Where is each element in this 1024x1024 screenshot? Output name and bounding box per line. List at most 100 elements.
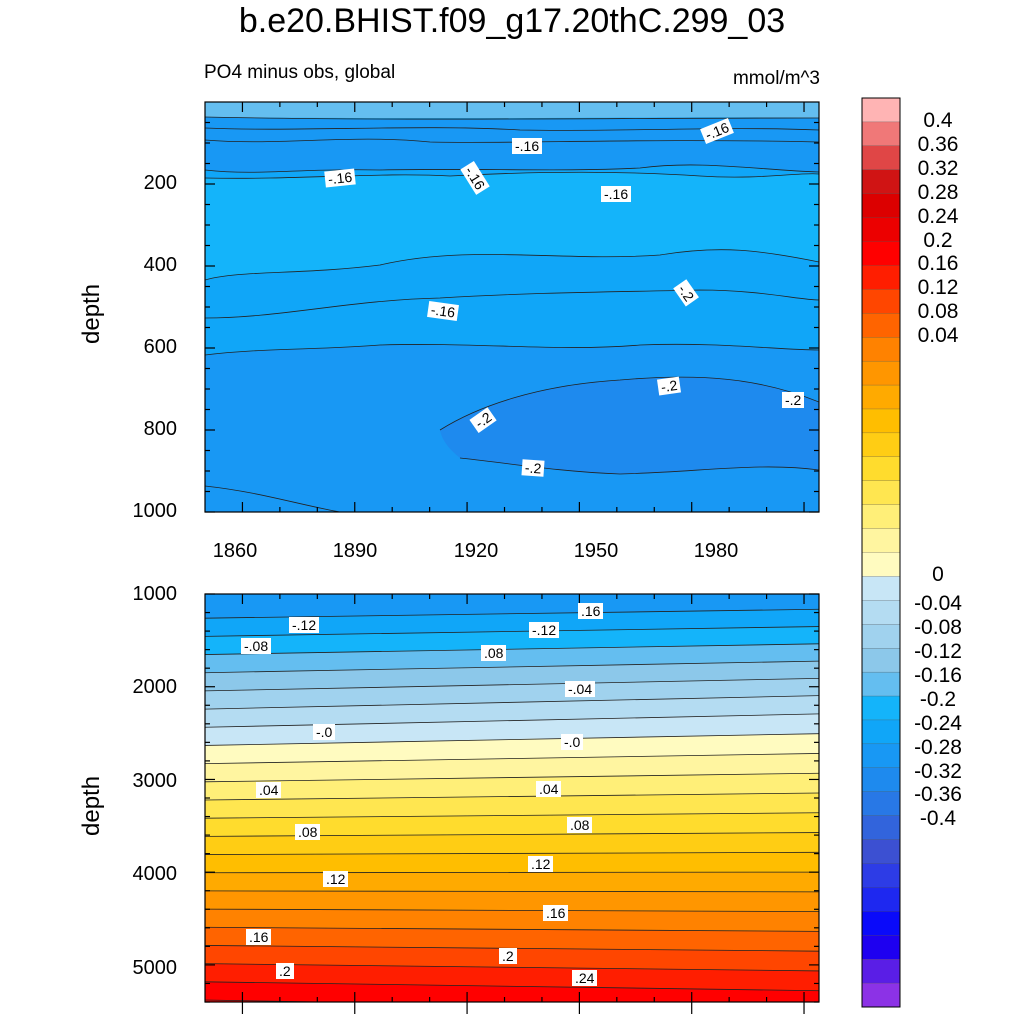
contour-line bbox=[205, 890, 819, 893]
colorbar-swatch bbox=[861, 624, 901, 649]
colorbar-swatch bbox=[861, 935, 901, 960]
colorbar-swatch bbox=[861, 337, 901, 362]
depth-band bbox=[205, 852, 819, 875]
contour-label: -.16 bbox=[512, 138, 543, 154]
colorbar-swatch bbox=[861, 217, 901, 242]
contour-line bbox=[205, 608, 819, 619]
colorbar-swatch bbox=[861, 887, 901, 912]
colorbar-swatch bbox=[861, 289, 901, 314]
colorbar-frame bbox=[861, 97, 901, 1008]
colorbar-swatch bbox=[861, 815, 901, 841]
contour-label: .08 bbox=[567, 817, 593, 833]
contour-label: -.08 bbox=[241, 638, 272, 654]
depth-band bbox=[205, 872, 819, 894]
colorbar-swatch bbox=[861, 863, 901, 888]
colorbar-swatch bbox=[861, 432, 901, 458]
contour-line bbox=[205, 908, 819, 913]
top-y-tick: 800 bbox=[143, 418, 177, 440]
top-y-tick: 400 bbox=[143, 254, 177, 276]
colorbar-label: -0.08 bbox=[914, 616, 962, 640]
top-y-tick: 1000 bbox=[132, 500, 178, 522]
x-tick: 1950 bbox=[573, 540, 619, 562]
bottom-y-tick: 3000 bbox=[132, 770, 178, 792]
colorbar-swatch bbox=[861, 456, 901, 482]
colorbar-swatch bbox=[861, 648, 901, 673]
colorbar-label: -0.04 bbox=[914, 592, 962, 616]
colorbar-label: -0.12 bbox=[914, 639, 962, 663]
depth-band bbox=[205, 793, 819, 821]
top-band-bottom bbox=[205, 486, 340, 512]
colorbar-label: 0.32 bbox=[917, 156, 959, 180]
contour-label: -.0 bbox=[313, 724, 336, 740]
depth-band bbox=[205, 678, 819, 712]
contour-line bbox=[205, 626, 819, 637]
colorbar-label: -0.28 bbox=[914, 735, 962, 759]
colorbar-label: 0.36 bbox=[917, 132, 959, 156]
colorbar-swatch bbox=[861, 839, 901, 864]
colorbar-label: 0.2 bbox=[923, 228, 953, 252]
colorbar-swatch bbox=[861, 265, 901, 290]
contour-label: -.16 bbox=[601, 186, 632, 202]
contour-line bbox=[205, 832, 819, 837]
depth-band bbox=[205, 713, 819, 748]
contour-label: .04 bbox=[536, 781, 562, 797]
colorbar-swatch bbox=[861, 911, 901, 936]
colorbar-label: 0.4 bbox=[923, 108, 953, 132]
contour-label: .2 bbox=[276, 963, 294, 979]
contour-line bbox=[205, 792, 819, 801]
colorbar-label: -0.36 bbox=[914, 783, 962, 807]
top-panel-fill bbox=[205, 102, 819, 512]
colorbar-label: 0 bbox=[932, 563, 944, 587]
contour-label: -.04 bbox=[565, 681, 596, 697]
contour-label: .2 bbox=[499, 948, 517, 964]
contour-label: .12 bbox=[323, 871, 349, 887]
colorbar-swatch bbox=[861, 982, 901, 1008]
contour-label: .12 bbox=[528, 856, 554, 872]
colorbar-label: -0.2 bbox=[919, 687, 957, 711]
colorbar-swatch bbox=[861, 193, 901, 219]
depth-band bbox=[205, 594, 819, 621]
contour-line bbox=[205, 753, 819, 765]
contour-line bbox=[205, 660, 819, 674]
depth-band bbox=[205, 890, 819, 914]
subtitle-units: mmol/m^3 bbox=[732, 68, 820, 89]
colorbar-label: 0.16 bbox=[917, 252, 959, 276]
top-band-mid-light bbox=[205, 172, 819, 280]
depth-band bbox=[205, 695, 819, 730]
contour-label: .16 bbox=[578, 603, 604, 619]
contour-label: -.2 bbox=[782, 392, 805, 408]
bottom-y-tick: 4000 bbox=[132, 863, 178, 885]
depth-band bbox=[205, 812, 819, 839]
colorbar-label: -0.16 bbox=[914, 663, 962, 687]
bottom-y-tick: 5000 bbox=[132, 957, 178, 979]
colorbar-swatch bbox=[861, 480, 901, 506]
colorbar-label: -0.32 bbox=[914, 759, 962, 783]
colorbar-swatch bbox=[861, 121, 901, 147]
colorbar-swatch bbox=[861, 719, 901, 745]
contour-label: -.12 bbox=[289, 617, 320, 633]
depth-band bbox=[205, 909, 819, 934]
top-y-tick: 200 bbox=[143, 172, 177, 194]
bottom-y-tick: 2000 bbox=[132, 676, 178, 698]
colorbar-swatch bbox=[861, 528, 901, 553]
colorbar-swatch bbox=[861, 600, 901, 625]
contour-line bbox=[205, 981, 819, 992]
colorbar-swatch bbox=[861, 145, 901, 171]
contour-line bbox=[205, 733, 819, 746]
colorbar-swatch bbox=[861, 504, 901, 530]
colorbar bbox=[861, 97, 901, 1008]
x-tick: 1920 bbox=[453, 540, 499, 562]
bottom-panel-fill bbox=[205, 594, 819, 1002]
contour-line bbox=[205, 772, 819, 783]
contour-label: .08 bbox=[295, 824, 321, 840]
colorbar-label: 0.08 bbox=[917, 300, 959, 324]
subtitle-left: PO4 minus obs, global bbox=[204, 62, 396, 83]
top-y-axis-label: depth bbox=[78, 283, 105, 344]
colorbar-swatch bbox=[861, 695, 901, 721]
figure-title: b.e20.BHIST.f09_g17.20thC.299_03 bbox=[238, 2, 786, 40]
colorbar-swatch bbox=[861, 384, 901, 410]
contour-line bbox=[205, 871, 819, 874]
contour-label: -.16 bbox=[324, 168, 356, 188]
top-band-surface bbox=[205, 102, 819, 119]
contour-line bbox=[205, 812, 819, 819]
